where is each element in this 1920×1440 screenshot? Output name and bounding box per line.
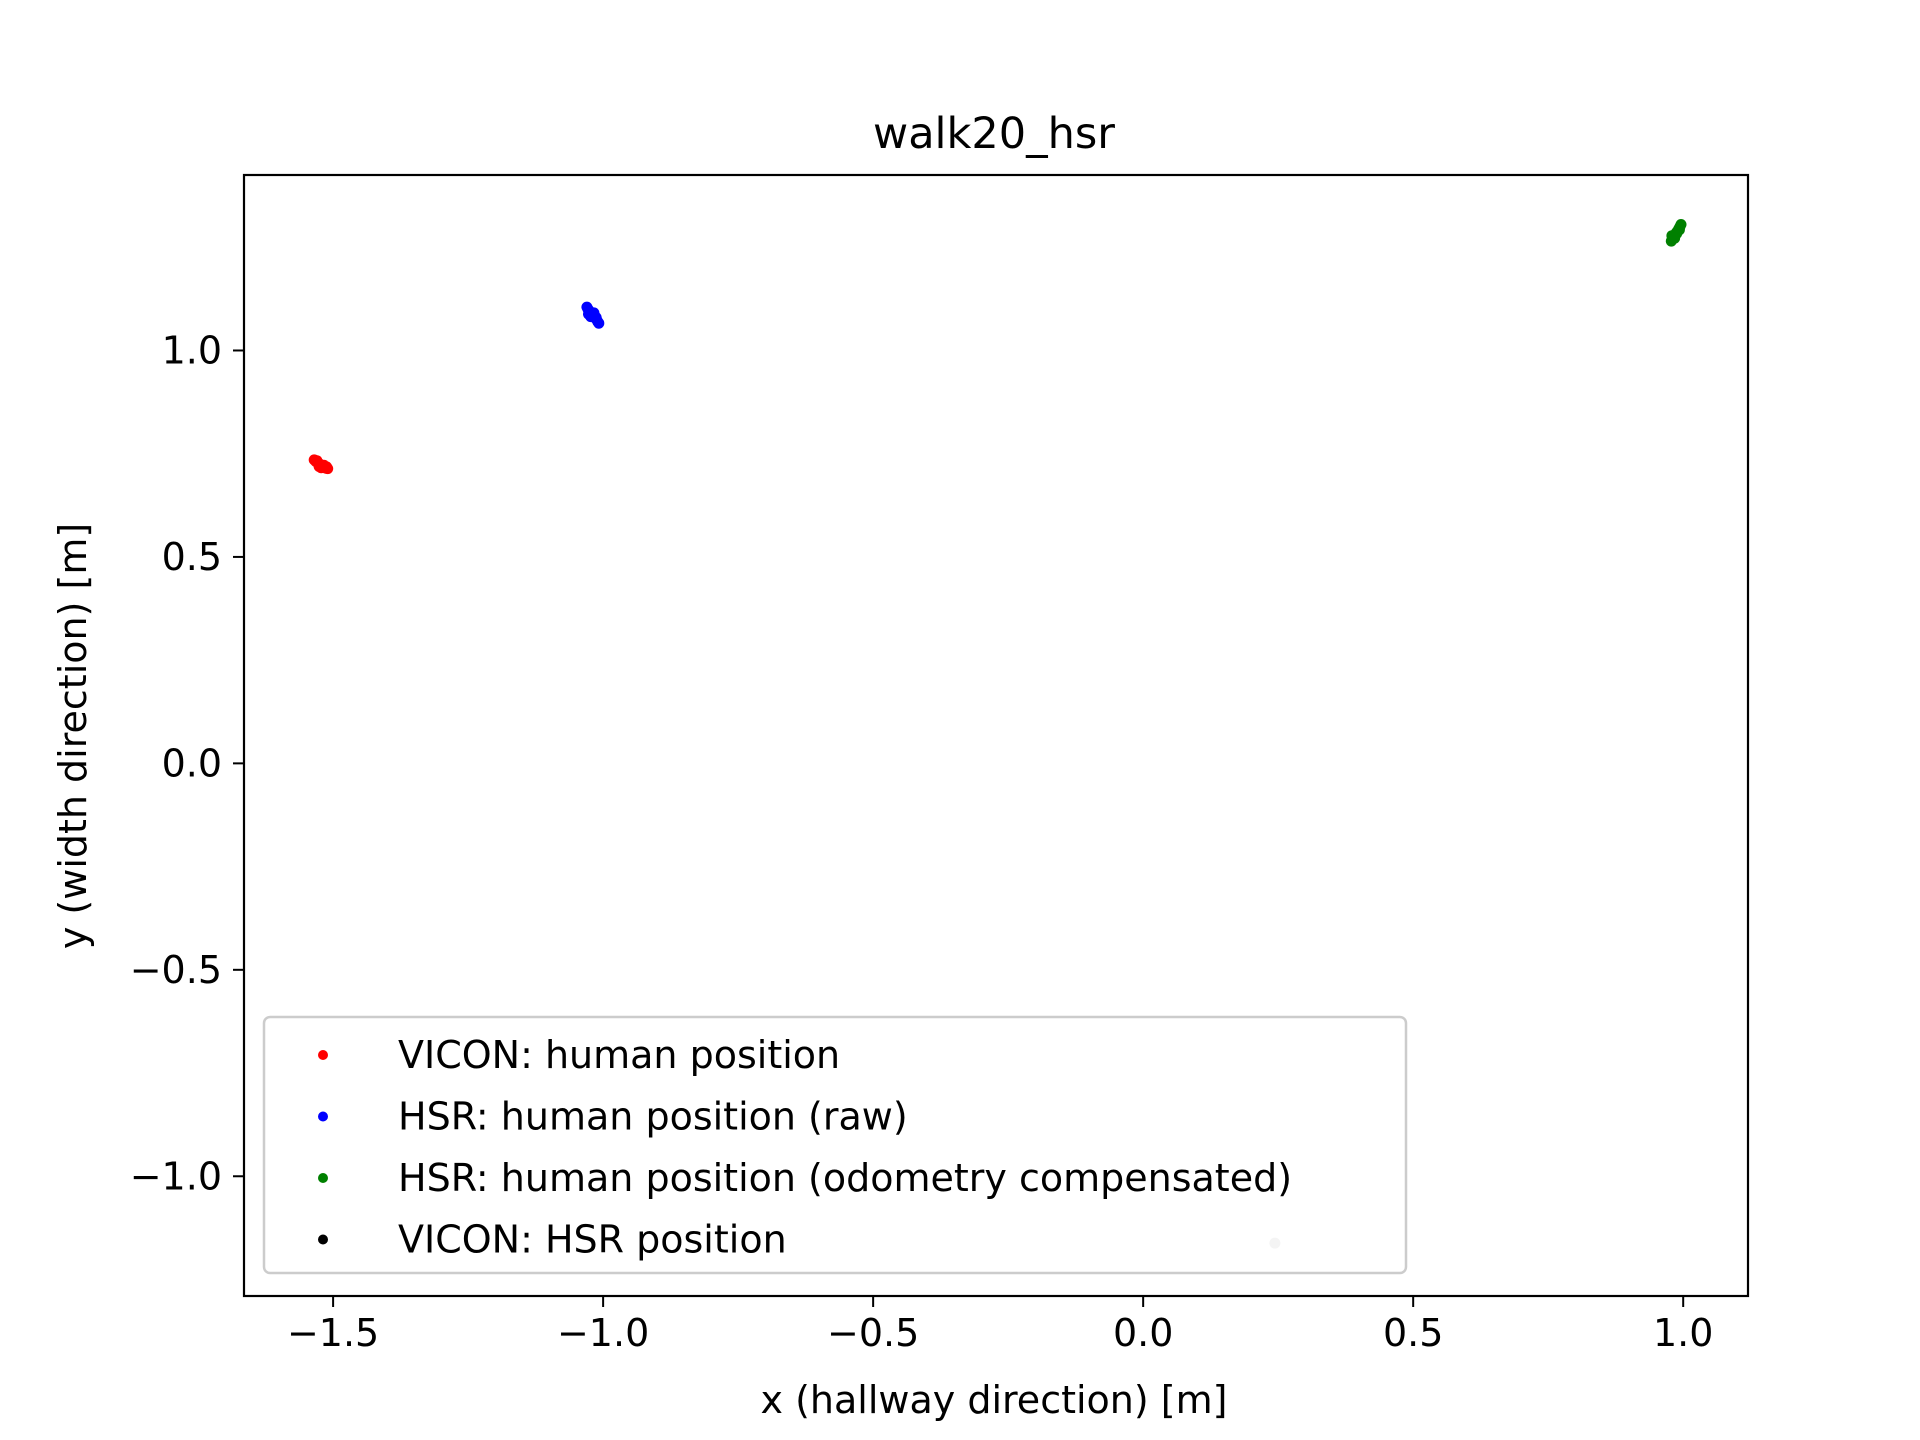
legend-marker-vicon-hsr-position <box>318 1234 328 1245</box>
scatter-points <box>308 219 1687 1249</box>
x-tick-label-5: 1.0 <box>1653 1311 1713 1355</box>
x-tick-label-1: −1.0 <box>557 1311 649 1355</box>
legend: VICON: human position HSR: human position… <box>262 1015 1408 1275</box>
plot-frame <box>242 173 1750 1298</box>
y-tick-label-0: −1.0 <box>130 1154 222 1198</box>
legend-frame <box>262 1015 1408 1275</box>
x-axis-label: x (hallway direction) [m] <box>761 1378 1228 1422</box>
legend-entries: VICON: human position HSR: human position… <box>318 1033 1292 1262</box>
legend-label-hsr-human-position-odometry-compensated: HSR: human position (odometry compensate… <box>398 1156 1292 1200</box>
point-vicon-human-position-14 <box>321 461 333 473</box>
y-tick-label-3: 0.5 <box>162 535 222 579</box>
y-tick-label-1: −0.5 <box>130 948 222 992</box>
x-tick-label-3: 0.0 <box>1113 1311 1173 1355</box>
legend-marker-hsr-human-position-raw <box>318 1111 328 1122</box>
x-tick-label-4: 0.5 <box>1383 1311 1443 1355</box>
point-hsr-human-position-raw-13 <box>590 311 602 323</box>
point-hsr-human-position-odometry-compensated-12 <box>1666 230 1678 242</box>
legend-marker-vicon-human-position <box>318 1050 328 1060</box>
y-tick-label-2: 0.0 <box>162 741 222 785</box>
chart-title: walk20_hsr <box>873 109 1115 159</box>
legend-label-hsr-human-position-raw: HSR: human position (raw) <box>398 1095 908 1139</box>
point-hsr-human-position-odometry-compensated-11 <box>1673 224 1685 236</box>
legend-label-vicon-human-position: VICON: human position <box>398 1033 840 1077</box>
y-axis-label: y (width direction) [m] <box>51 523 95 949</box>
x-tick-label-0: −1.5 <box>287 1311 379 1355</box>
legend-label-vicon-hsr-position: VICON: HSR position <box>398 1218 787 1262</box>
axis-ticks: −1.5 −1.0 −0.5 0.0 0.5 1.0 −1.0 −0.5 0.0 0.5 1.0 <box>130 328 1714 1355</box>
legend-marker-hsr-human-position-odometry-compensated <box>318 1173 328 1183</box>
x-tick-label-2: −0.5 <box>827 1311 919 1355</box>
y-tick-label-4: 1.0 <box>162 328 222 372</box>
